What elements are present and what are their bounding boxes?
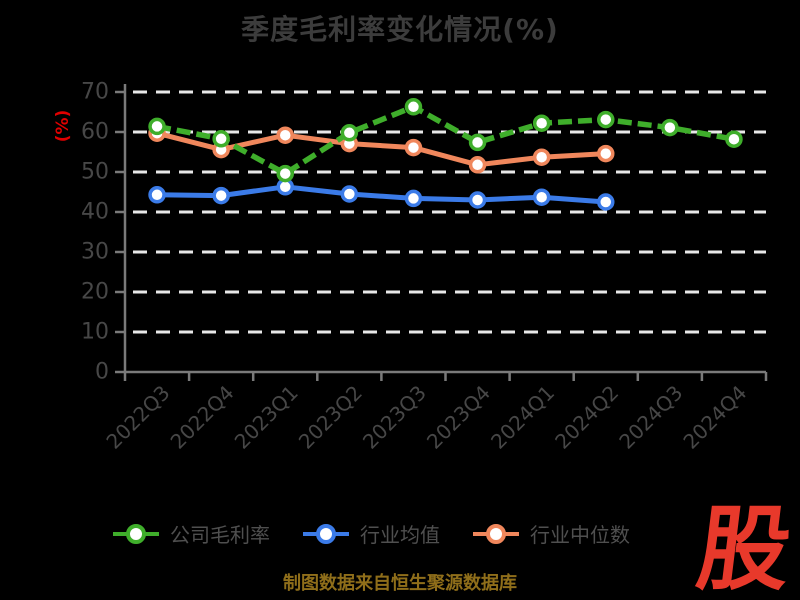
logo-mark: 股 (691, 496, 797, 600)
x-tick-label: 2024Q2 (550, 381, 623, 454)
data-point-industry-mean (148, 186, 166, 204)
x-tick-label: 2023Q2 (294, 381, 367, 454)
data-point-industry-median (276, 126, 294, 144)
data-point-industry-median (468, 156, 487, 174)
x-tick-label: 2023Q3 (358, 381, 431, 454)
x-tick-label: 2024Q4 (678, 381, 751, 454)
y-tick-label: 10 (81, 320, 109, 345)
legend-marker-icon (303, 523, 349, 544)
legend-item-industry-mean: 行业均值 (302, 519, 440, 548)
data-point-company-gross-margin (404, 98, 423, 116)
data-point-industry-mean (468, 191, 487, 209)
x-tick-label: 2022Q3 (101, 381, 174, 454)
y-tick-label: 30 (81, 240, 109, 265)
y-tick-label: 0 (95, 360, 109, 385)
series-line-company-gross-margin (156, 104, 735, 177)
data-point-company-gross-margin (148, 117, 166, 136)
x-tick-label: 2024Q1 (486, 381, 559, 454)
source-caption: 制图数据来自恒生聚源数据库 (283, 573, 517, 594)
legend-marker-icon (473, 523, 519, 544)
data-point-industry-median (404, 138, 423, 157)
data-point-industry-mean (597, 193, 615, 211)
series-line-industry-median (154, 130, 609, 168)
data-point-company-gross-margin (276, 164, 294, 183)
chart-title: 季度毛利率变化情况(%) (241, 13, 559, 46)
data-point-industry-mean (404, 189, 423, 208)
y-tick-label: 60 (81, 120, 109, 145)
data-point-company-gross-margin (661, 118, 679, 137)
data-point-company-gross-margin (340, 124, 359, 142)
data-point-industry-mean (340, 185, 359, 203)
series-line-industry-mean (154, 184, 609, 205)
data-point-industry-median (532, 148, 551, 166)
data-point-industry-median (597, 144, 615, 163)
y-tick-label: 70 (81, 80, 109, 105)
y-tick-label: 20 (81, 280, 109, 305)
legend-marker-icon (113, 523, 159, 544)
y-tick-label: 40 (81, 200, 109, 225)
data-point-company-gross-margin (725, 130, 743, 148)
data-point-company-gross-margin (468, 133, 487, 152)
y-tick-label: 50 (81, 160, 109, 185)
legend-item-company-gross-margin: 公司毛利率 (112, 519, 270, 548)
legend-label: 公司毛利率 (170, 523, 270, 547)
legend-item-industry-median: 行业中位数 (472, 519, 630, 548)
x-tick-label: 2022Q4 (166, 381, 239, 454)
data-point-industry-mean (212, 186, 230, 205)
data-point-company-gross-margin (212, 130, 230, 148)
data-point-company-gross-margin (597, 110, 615, 129)
legend-label: 行业中位数 (530, 523, 630, 547)
data-point-company-gross-margin (532, 114, 551, 132)
x-tick-label: 2023Q4 (422, 381, 495, 454)
legend-label: 行业均值 (360, 523, 440, 547)
x-tick-label: 2024Q3 (614, 381, 687, 454)
legend: 公司毛利率 行业均值 行业中位数 (112, 519, 630, 548)
x-tick-label: 2023Q1 (230, 381, 303, 454)
data-point-industry-mean (532, 188, 551, 206)
